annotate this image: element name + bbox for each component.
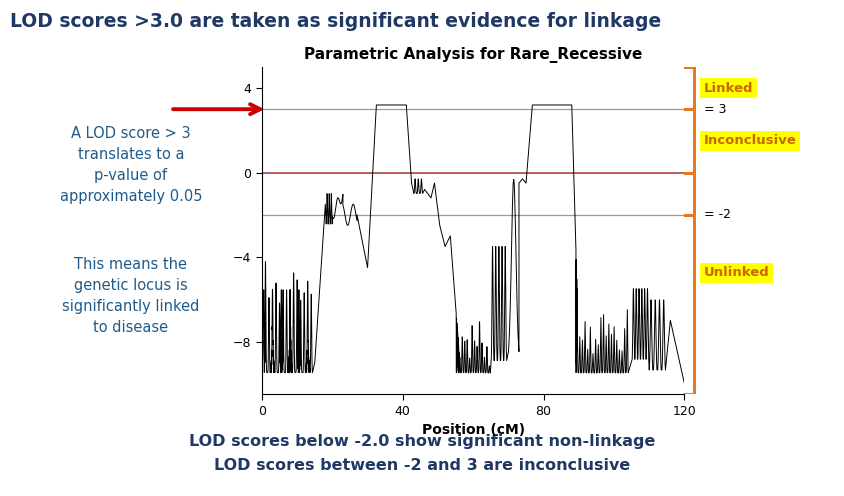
Text: LOD scores below -2.0 show significant non-linkage
LOD scores between -2 and 3 a: LOD scores below -2.0 show significant n…: [189, 434, 655, 473]
Text: = 3: = 3: [703, 103, 725, 116]
Text: Linked: Linked: [703, 81, 752, 95]
Title: Parametric Analysis for Rare_Recessive: Parametric Analysis for Rare_Recessive: [304, 47, 641, 62]
Text: This means the
genetic locus is
significantly linked
to disease: This means the genetic locus is signific…: [62, 257, 199, 335]
Text: Unlinked: Unlinked: [703, 266, 769, 279]
Text: LOD scores >3.0 are taken as significant evidence for linkage: LOD scores >3.0 are taken as significant…: [10, 12, 661, 31]
Text: Inconclusive: Inconclusive: [703, 134, 796, 147]
Text: = -2: = -2: [703, 208, 730, 221]
Text: A LOD score > 3
translates to a
p-value of
approximately 0.05: A LOD score > 3 translates to a p-value …: [60, 126, 202, 204]
X-axis label: Position (cM): Position (cM): [421, 423, 524, 437]
